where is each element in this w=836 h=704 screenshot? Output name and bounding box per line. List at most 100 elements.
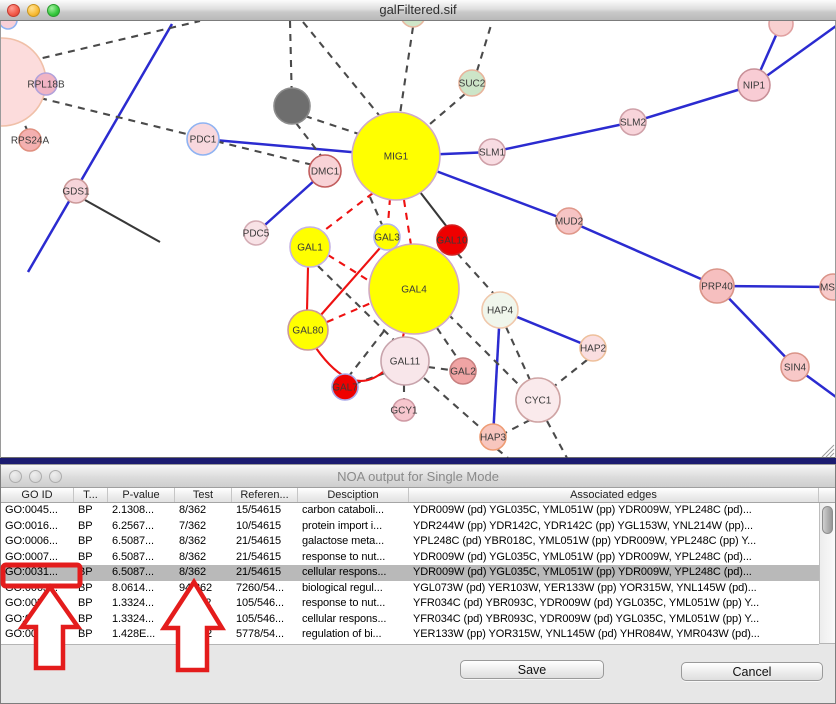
node-PDC1[interactable] xyxy=(186,122,220,156)
node-GAL3[interactable] xyxy=(373,223,401,251)
node-pink-topright[interactable] xyxy=(768,21,794,37)
close-button-inactive[interactable] xyxy=(9,470,22,483)
save-button[interactable]: Save xyxy=(460,660,604,679)
edge-dash xyxy=(317,265,397,343)
node-HAP3[interactable] xyxy=(479,423,507,451)
column-header-goid[interactable]: GO ID xyxy=(1,488,74,502)
cell: 6.5087... xyxy=(112,535,154,547)
network-svg[interactable]: RPL18B RPS24A GDS1 PDC1 DMC1 MIG1 SUC2 SLM1 SLM2… xyxy=(0,21,836,458)
table-row[interactable]: GO:0006... BP 6.5087... 8/362 21/54615 galact… xyxy=(1,534,819,550)
vertical-scrollbar[interactable] xyxy=(819,503,835,644)
cell: 80/362 xyxy=(179,628,213,640)
node-RPS24A[interactable] xyxy=(18,128,42,152)
zoom-button-inactive[interactable] xyxy=(49,470,62,483)
edge-dash xyxy=(398,26,415,115)
minimize-button-inactive[interactable] xyxy=(29,470,42,483)
edge-reddash xyxy=(402,199,413,246)
node-GAL80[interactable] xyxy=(287,309,329,351)
edge-blue xyxy=(716,285,796,368)
cell: YFR034C (pd) YBR093C, YDR009W (pd) YGL03… xyxy=(413,612,760,625)
node-HAP4[interactable] xyxy=(481,291,519,329)
node-RPL18B[interactable] xyxy=(34,72,58,96)
node-PDC5-label: PDC5 xyxy=(243,229,270,240)
node-GAL10[interactable] xyxy=(436,224,468,256)
node-HAP3-label: HAP3 xyxy=(480,433,507,444)
node-HAP4-label: HAP4 xyxy=(487,306,514,317)
edge-dark xyxy=(84,199,161,243)
table-row[interactable]: GO:0007... BP 6.5087... 8/362 21/54615 respon… xyxy=(1,550,819,566)
node-MUD2[interactable] xyxy=(555,207,583,235)
node-GDS1[interactable] xyxy=(63,178,89,204)
cancel-button[interactable]: Cancel xyxy=(681,662,823,681)
table-row[interactable]: GO:0045... BP 2.1308... 8/362 15/54615 carbon… xyxy=(1,503,819,519)
minimize-button[interactable] xyxy=(27,4,40,17)
node-CYC1-label: CYC1 xyxy=(525,396,552,407)
edge-blue xyxy=(491,309,502,438)
cell: 5778/54... xyxy=(236,628,284,640)
scrollbar-thumb[interactable] xyxy=(822,506,833,534)
node-gray[interactable] xyxy=(273,87,311,125)
cell: 15/54615 xyxy=(236,504,282,516)
cell: 8.0614... xyxy=(112,581,154,594)
node-small-topleft[interactable] xyxy=(0,21,18,30)
edge-red xyxy=(319,247,381,317)
zoom-button[interactable] xyxy=(47,4,60,17)
node-GCY1[interactable] xyxy=(392,398,416,422)
resize-grip[interactable] xyxy=(825,448,835,458)
resize-grip[interactable] xyxy=(829,452,835,458)
node-DMC1[interactable] xyxy=(308,154,342,188)
node-HAP2[interactable] xyxy=(579,334,607,362)
table-body: GO:0045... BP 2.1308... 8/362 15/54615 carbon… xyxy=(1,503,819,645)
column-header-associatededges[interactable]: Associated edges xyxy=(409,488,819,502)
node-PRP40[interactable] xyxy=(699,268,735,304)
node-SIN4[interactable] xyxy=(780,352,810,382)
node-PDC5[interactable] xyxy=(243,220,269,246)
column-header-pvalue[interactable]: P-value xyxy=(108,488,175,502)
cell: BP xyxy=(78,566,93,578)
column-header-test[interactable]: Test xyxy=(175,488,232,502)
table-row[interactable]: GO:0016... BP 6.2567... 7/362 10/54615 protei… xyxy=(1,519,819,535)
cell: 21/54615 xyxy=(236,550,282,563)
edge-dash xyxy=(304,115,363,136)
node-SUC2[interactable] xyxy=(458,69,486,97)
edge-blue xyxy=(632,83,755,124)
table-row[interactable]: GO:0050... BP 1.428E... 80/362 5778/54... reg… xyxy=(1,627,819,643)
cell: YDR009W (pd) YGL035C, YML051W (pp) YDR00… xyxy=(413,566,752,578)
cell: BP xyxy=(78,535,93,547)
node-GCY1-label: GCY1 xyxy=(390,406,418,417)
cell: GO:0065... xyxy=(5,581,58,594)
edge-red xyxy=(305,266,310,312)
node-CYC1[interactable] xyxy=(515,377,561,423)
node-GAL7[interactable] xyxy=(331,373,359,401)
table-row[interactable]: GO:0065... BP 8.0614... 94/362 7260/54... bio… xyxy=(1,581,819,597)
node-MSL1[interactable] xyxy=(819,273,836,301)
node-MIG1[interactable] xyxy=(351,111,441,201)
graph-window-titlebar[interactable]: galFiltered.sif xyxy=(0,0,836,21)
traffic-lights xyxy=(7,4,60,17)
node-GAL4[interactable] xyxy=(368,243,460,335)
node-GAL2[interactable] xyxy=(449,357,477,385)
column-header-t[interactable]: T... xyxy=(74,488,108,502)
column-header-desciption[interactable]: Desciption xyxy=(298,488,409,502)
node-NIP1[interactable] xyxy=(737,68,771,102)
edge-blue xyxy=(568,219,718,288)
cell: 105/546... xyxy=(236,597,284,609)
column-header-referen[interactable]: Referen... xyxy=(232,488,298,502)
node-green-top[interactable] xyxy=(401,21,425,28)
table-row[interactable]: GO:0031... BP 1.3324... 11/362 105/546... cel… xyxy=(1,612,819,628)
close-button[interactable] xyxy=(7,4,20,17)
table-row[interactable]: GO:0031... BP 1.3324... 11/362 105/546... res… xyxy=(1,596,819,612)
cell: 8/362 xyxy=(179,504,207,516)
node-GAL1[interactable] xyxy=(289,226,331,268)
node-GAL11[interactable] xyxy=(380,336,430,386)
cell: response to nut... xyxy=(302,550,386,563)
cell: YDR244W (pp) YDR142C, YDR142C (pp) YGL15… xyxy=(413,519,753,532)
edge-dash xyxy=(29,21,201,63)
resize-grip[interactable] xyxy=(821,444,835,458)
node-SLM2[interactable] xyxy=(619,108,647,136)
table-row[interactable]: GO:0031... BP 6.5087... 8/362 21/54615 cellul… xyxy=(1,565,819,581)
node-SLM1[interactable] xyxy=(478,138,506,166)
edge-blue xyxy=(716,284,834,289)
noa-window-titlebar[interactable]: NOA output for Single Mode xyxy=(1,464,835,488)
cell: 94/362 xyxy=(179,581,213,594)
